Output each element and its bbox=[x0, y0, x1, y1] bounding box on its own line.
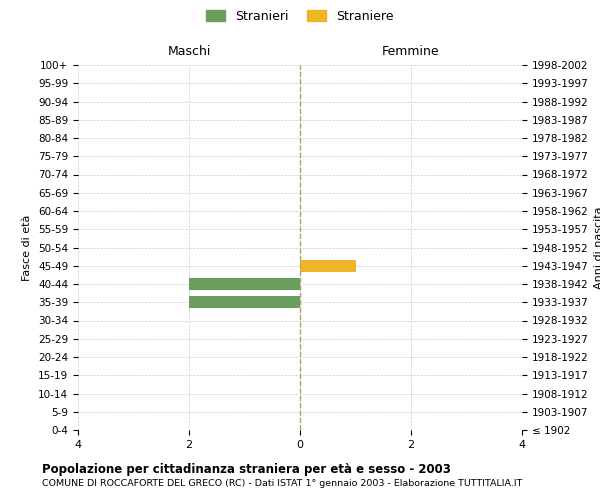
Text: Femmine: Femmine bbox=[382, 44, 440, 58]
Bar bbox=[189, 296, 300, 308]
Legend: Stranieri, Straniere: Stranieri, Straniere bbox=[203, 6, 397, 26]
Y-axis label: Anni di nascita: Anni di nascita bbox=[594, 206, 600, 289]
Bar bbox=[300, 260, 355, 272]
Y-axis label: Fasce di età: Fasce di età bbox=[22, 214, 32, 280]
Text: Popolazione per cittadinanza straniera per età e sesso - 2003: Popolazione per cittadinanza straniera p… bbox=[42, 462, 451, 475]
Text: Maschi: Maschi bbox=[167, 44, 211, 58]
Bar bbox=[189, 278, 300, 290]
Text: COMUNE DI ROCCAFORTE DEL GRECO (RC) - Dati ISTAT 1° gennaio 2003 - Elaborazione : COMUNE DI ROCCAFORTE DEL GRECO (RC) - Da… bbox=[42, 479, 523, 488]
